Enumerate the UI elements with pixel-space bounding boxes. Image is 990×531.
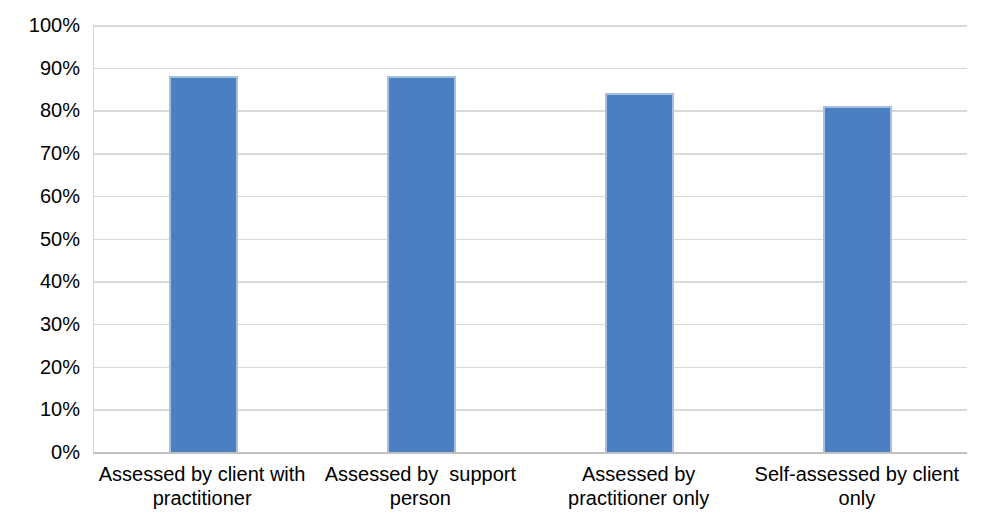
y-axis: 0% 10% 20% 30% 40% 50% 60% 70% 80% 90% 100% [0,0,80,531]
gridline [94,25,967,27]
gridline [94,68,967,70]
y-tick-label: 70% [0,141,80,165]
bar-1 [169,76,238,452]
y-tick-label: 90% [0,56,80,80]
x-category-label: Self-assessed by client only [737,462,977,510]
x-axis: Assessed by client with practitionerAsse… [93,462,966,522]
y-tick-label: 30% [0,312,80,336]
y-tick-label: 60% [0,184,80,208]
plot-area [93,25,967,454]
bar-chart: 0% 10% 20% 30% 40% 50% 60% 70% 80% 90% 100% Assess… [0,0,990,531]
x-category-label: Assessed by practitioner only [519,462,759,510]
y-tick-label: 80% [0,98,80,122]
bar-3 [605,93,674,452]
bar-2 [387,76,456,452]
bar-4 [823,106,892,452]
y-tick-label: 40% [0,269,80,293]
y-tick-label: 100% [0,13,80,37]
y-tick-label: 10% [0,397,80,421]
x-category-label: Assessed by client with practitioner [82,462,322,510]
y-tick-label: 0% [0,440,80,464]
x-category-label: Assessed by support person [300,462,540,510]
y-tick-label: 20% [0,355,80,379]
y-tick-label: 50% [0,227,80,251]
